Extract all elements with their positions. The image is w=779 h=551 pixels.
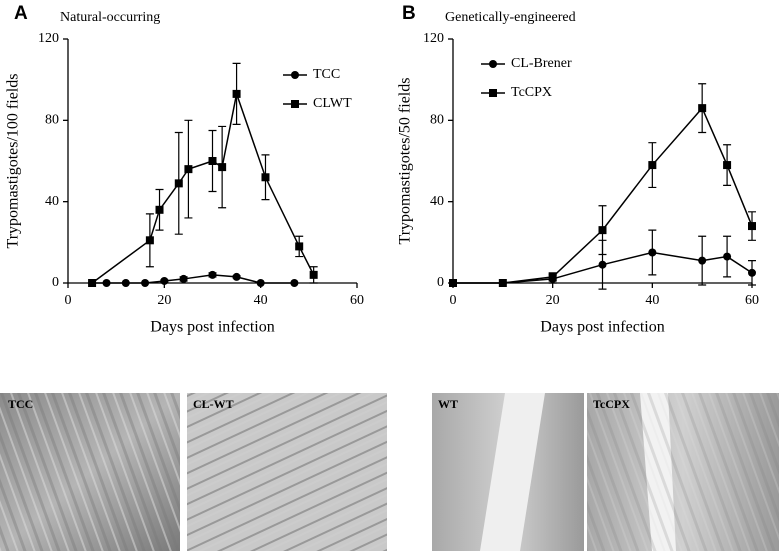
x-tick-label: 20 <box>157 293 171 308</box>
y-tick-label: 0 <box>52 275 59 290</box>
marker <box>184 165 193 174</box>
y-axis-label: Trypomastigotes/100 fields <box>5 74 22 249</box>
marker <box>208 270 217 279</box>
marker <box>218 163 227 172</box>
legend-label: CL-Brener <box>511 56 572 71</box>
y-tick-label: 80 <box>45 113 59 128</box>
y-tick-label: 80 <box>430 113 444 128</box>
series-line <box>92 274 295 284</box>
panel-label: A <box>14 3 28 24</box>
marker <box>145 236 154 245</box>
marker <box>723 252 732 261</box>
y-tick-label: 40 <box>45 194 59 209</box>
image-texture <box>187 393 387 551</box>
series-line <box>453 106 753 284</box>
marker <box>449 279 457 287</box>
y-axis-label: Trypomastigotes/50 fields <box>397 78 414 245</box>
x-tick-label: 40 <box>254 293 268 308</box>
marker <box>256 279 265 287</box>
marker <box>174 179 183 188</box>
legend-label: TCC <box>313 67 340 82</box>
image-gap <box>480 393 545 551</box>
marker <box>748 268 756 277</box>
image-label: CL-WT <box>193 397 234 411</box>
legend-label: TcCPX <box>511 85 552 100</box>
x-tick-label: 0 <box>450 293 457 308</box>
marker <box>232 89 241 98</box>
marker <box>498 279 507 287</box>
marker <box>698 104 707 113</box>
marker <box>160 276 169 285</box>
image-texture <box>587 393 779 551</box>
panel-label: B <box>402 3 416 24</box>
marker <box>290 279 299 287</box>
legend-marker <box>291 100 299 108</box>
panel-title: Genetically-engineered <box>445 10 576 25</box>
x-tick-label: 60 <box>745 293 759 308</box>
marker <box>648 248 657 257</box>
y-tick-label: 120 <box>38 31 59 46</box>
y-tick-label: 120 <box>423 31 444 46</box>
image-label: TCC <box>8 397 33 411</box>
histology-images: TCC CL-WT WT TcCPX <box>0 393 779 551</box>
marker <box>102 279 111 287</box>
marker <box>598 260 607 269</box>
marker <box>748 222 756 231</box>
marker <box>261 173 270 182</box>
marker <box>179 274 188 283</box>
x-tick-label: 40 <box>645 293 659 308</box>
marker <box>232 272 241 281</box>
marker <box>698 256 707 265</box>
legend-marker <box>291 71 299 79</box>
marker <box>548 272 557 281</box>
legend-marker <box>489 60 497 68</box>
y-tick-label: 0 <box>437 275 444 290</box>
image-texture <box>0 393 180 551</box>
marker <box>155 205 164 214</box>
marker <box>598 226 607 235</box>
panel-title: Natural-occurring <box>60 10 160 25</box>
x-tick-label: 0 <box>65 293 72 308</box>
image-label: WT <box>438 397 458 411</box>
marker <box>295 242 304 251</box>
marker <box>88 279 97 287</box>
legend-marker <box>489 89 497 97</box>
series-line <box>91 91 315 284</box>
marker <box>141 279 150 287</box>
x-axis-label: Days post infection <box>150 319 274 336</box>
legend-label: CLWT <box>313 96 352 111</box>
x-tick-label: 60 <box>350 293 364 308</box>
marker <box>121 279 130 287</box>
x-tick-label: 20 <box>546 293 560 308</box>
y-tick-label: 40 <box>430 194 444 209</box>
marker <box>208 157 217 165</box>
marker <box>723 161 732 170</box>
marker <box>309 270 318 279</box>
image-label: TcCPX <box>593 397 630 411</box>
marker <box>648 161 657 170</box>
x-axis-label: Days post infection <box>540 319 664 336</box>
